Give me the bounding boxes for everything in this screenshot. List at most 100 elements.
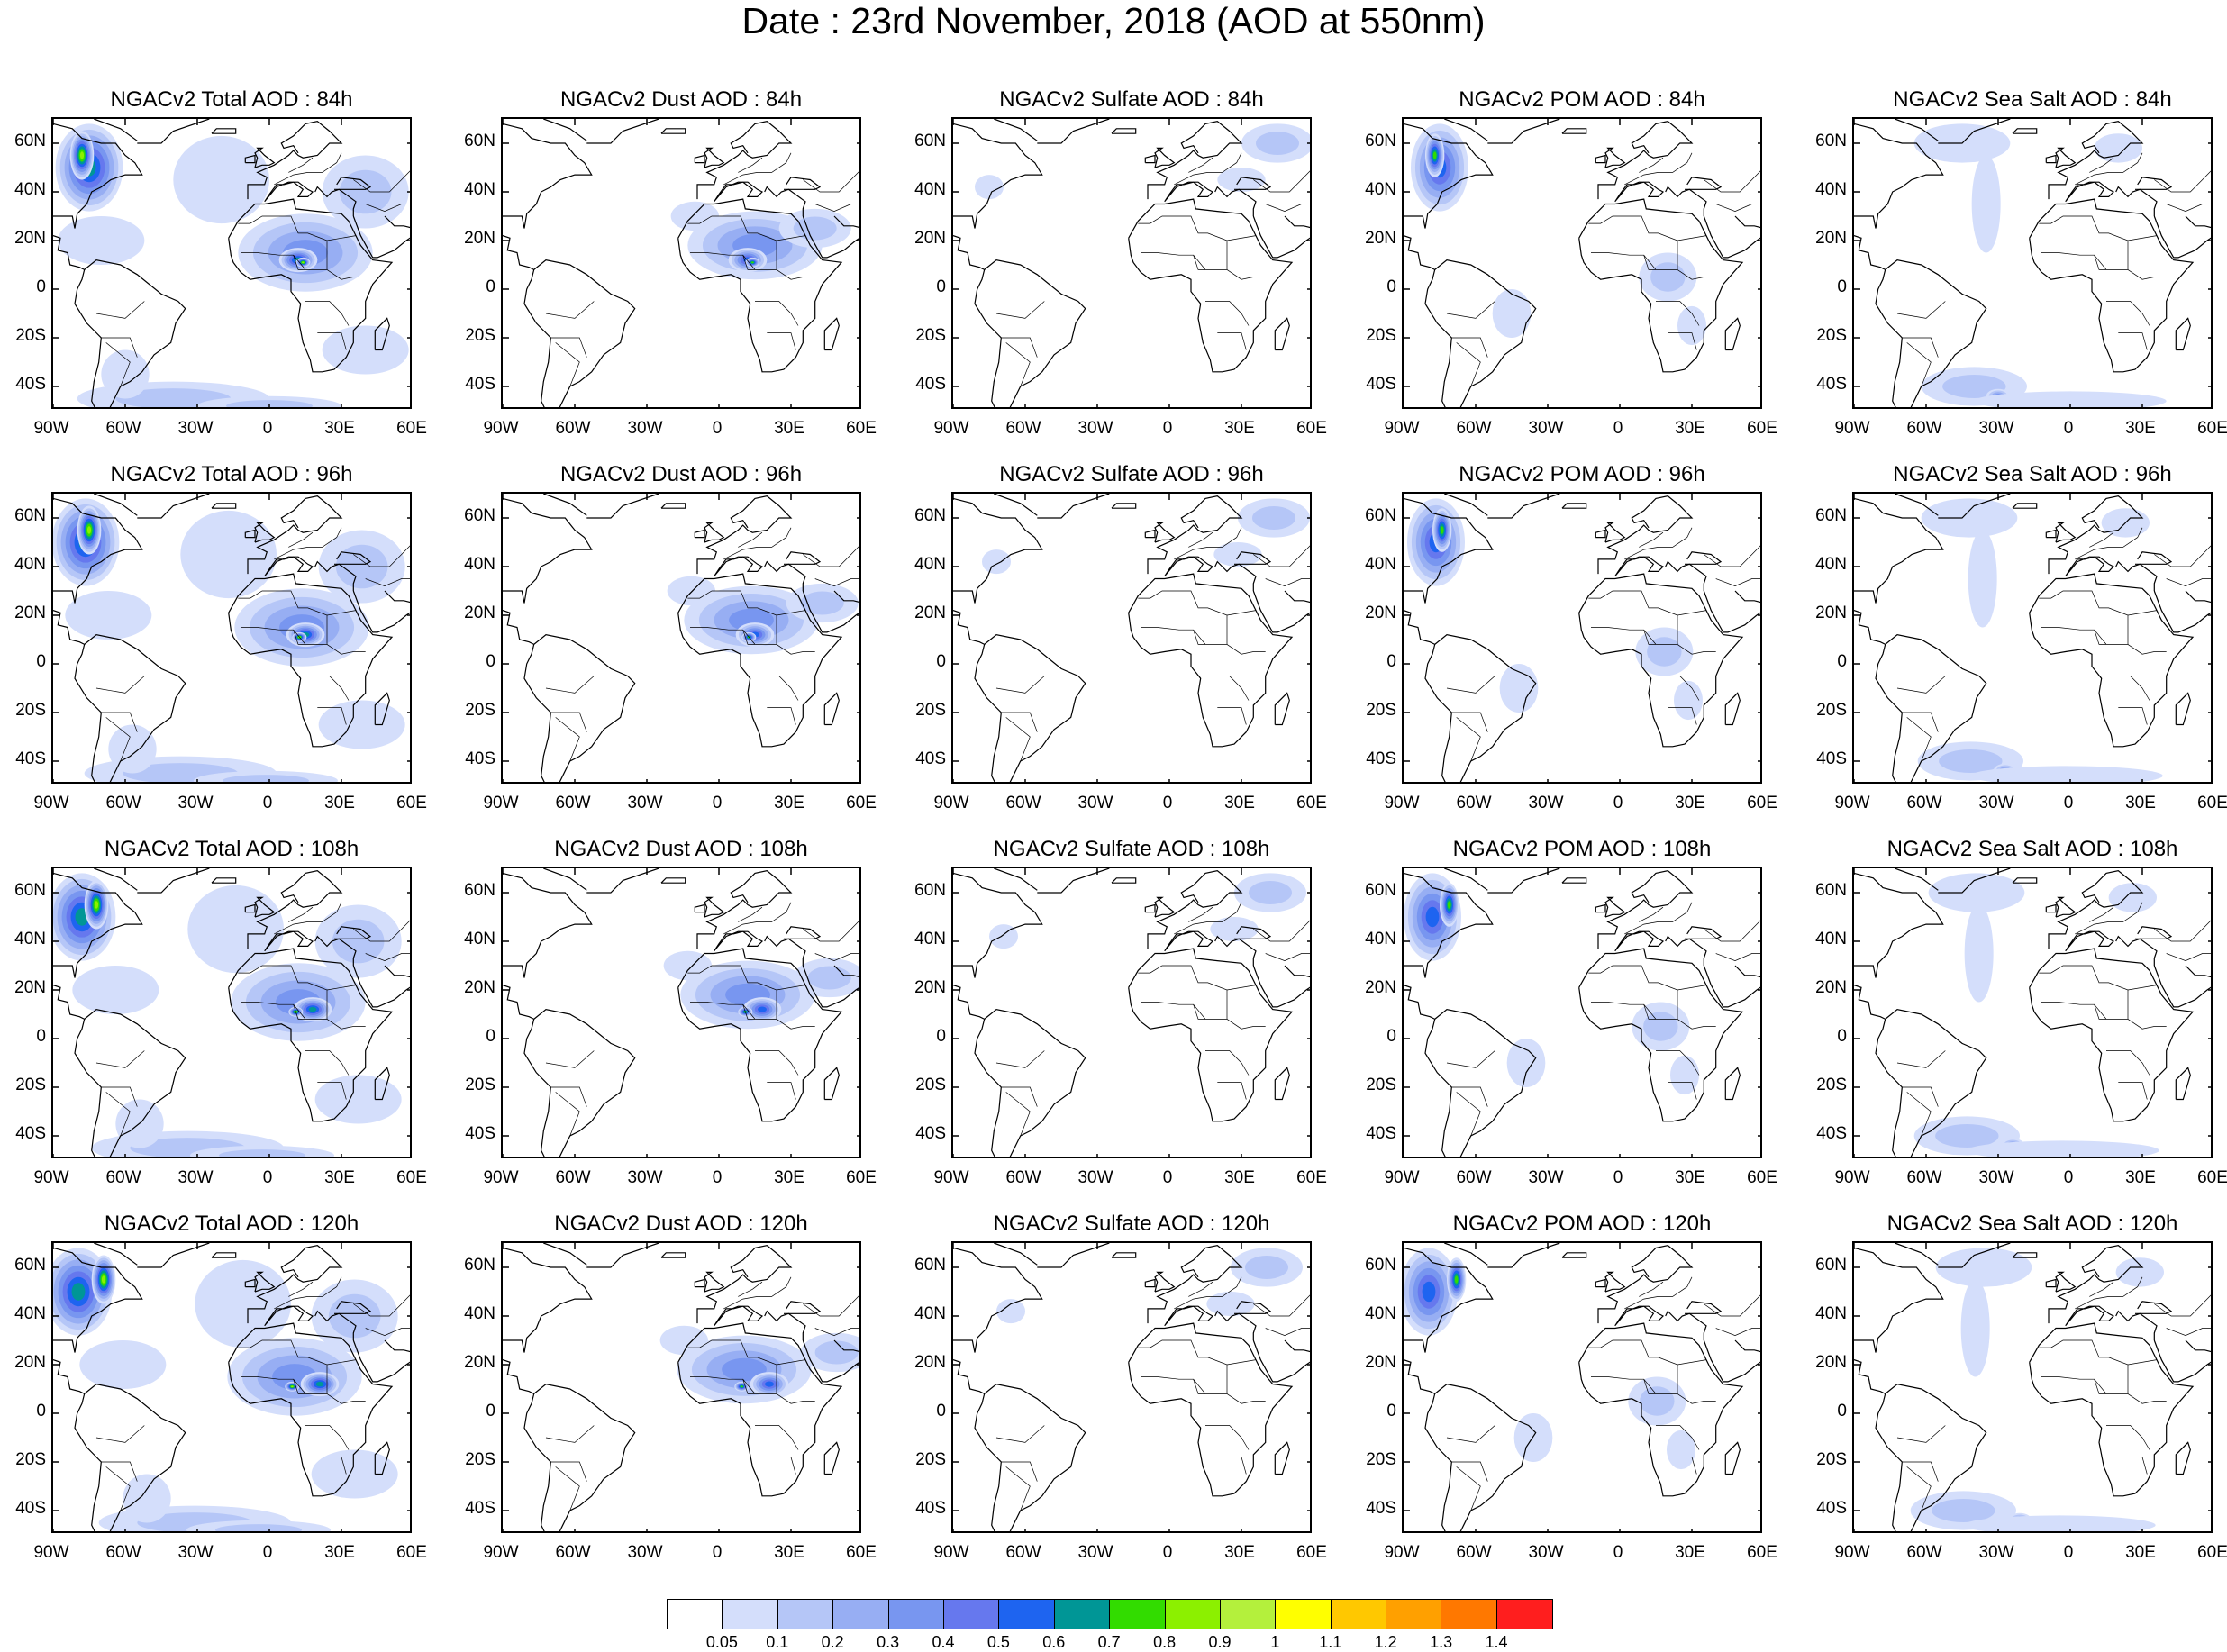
- coastline: [1854, 1247, 1944, 1353]
- lon-tick-label: 60E: [1296, 1168, 1327, 1187]
- country-border: [1188, 906, 1213, 922]
- country-border: [1226, 1393, 1266, 1404]
- map-plot: [1404, 1243, 1760, 1531]
- aod-contour: [1447, 901, 1451, 909]
- lon-tick-label: 30W: [1978, 794, 2014, 812]
- coastline: [1614, 181, 1665, 203]
- lat-tick-label: 60N: [14, 881, 46, 900]
- aod-contour: [1967, 1140, 2159, 1157]
- coastline: [714, 930, 764, 952]
- lat-tick-label: 20S: [15, 1450, 46, 1469]
- aod-contour: [1492, 289, 1532, 338]
- coastline: [1164, 1305, 1214, 1327]
- coastline: [2065, 930, 2115, 952]
- coastline: [1578, 198, 1744, 373]
- lon-tick-label: 30W: [627, 419, 663, 438]
- coastline: [1561, 128, 1587, 134]
- coastline: [1595, 154, 1606, 164]
- coastline: [1147, 495, 1243, 575]
- lat-tick-label: 40N: [1365, 930, 1396, 949]
- coastline: [247, 495, 343, 575]
- map-panel-dust: [501, 117, 861, 409]
- coastline: [94, 119, 138, 141]
- coastline: [1234, 1301, 1272, 1314]
- lon-tick-label: 90W: [1384, 1543, 1420, 1562]
- colorbar-label: 0.2: [821, 1633, 844, 1651]
- coastline: [704, 896, 725, 918]
- coastline: [244, 903, 256, 913]
- coastline: [1164, 181, 1214, 203]
- coastline: [53, 610, 85, 645]
- colorbar: [667, 1599, 1554, 1629]
- country-border: [1677, 1393, 1716, 1404]
- country-border: [1896, 676, 1946, 694]
- coastline: [2153, 1339, 2211, 1383]
- country-border: [274, 152, 342, 186]
- colorbar-swatch: [833, 1600, 889, 1629]
- country-border: [305, 1050, 350, 1076]
- lat-tick-label: 40N: [1365, 555, 1396, 574]
- coastline: [74, 633, 186, 782]
- map-plot: [503, 1243, 859, 1531]
- aod-contour: [219, 1149, 305, 1157]
- lat-tick-label: 0: [486, 277, 495, 296]
- lon-tick-label: 60E: [396, 1168, 427, 1187]
- lat-tick-label: 0: [1386, 277, 1396, 296]
- coastline: [953, 123, 1043, 229]
- country-border: [738, 531, 763, 548]
- lat-tick-label: 40N: [1815, 1304, 1847, 1323]
- lon-tick-label: 90W: [1384, 419, 1420, 438]
- country-border: [317, 332, 347, 350]
- coastline: [247, 1245, 343, 1324]
- coastline: [2115, 186, 2158, 216]
- lon-tick-label: 60E: [2197, 794, 2227, 812]
- lon-tick-label: 60E: [1296, 1543, 1327, 1562]
- coastline: [244, 1278, 256, 1288]
- lat-tick-label: 20S: [465, 701, 495, 720]
- country-border: [1217, 1082, 1247, 1100]
- country-border: [1906, 1466, 1932, 1511]
- lon-tick-label: 60W: [555, 1168, 591, 1187]
- colorbar-swatch: [668, 1600, 723, 1629]
- map-panel-seasalt: [1852, 492, 2213, 784]
- coastline: [1875, 259, 1987, 407]
- coastline: [1614, 1305, 1665, 1327]
- lon-tick-label: 90W: [483, 794, 519, 812]
- country-border: [1005, 717, 1031, 762]
- coastline: [1604, 147, 1626, 168]
- coastline: [994, 1243, 1038, 1266]
- coastline: [1895, 119, 1939, 141]
- lon-tick-label: 30W: [627, 1168, 663, 1187]
- lat-tick-label: 20N: [464, 604, 495, 622]
- coastline: [264, 930, 314, 952]
- country-border: [1226, 610, 1257, 616]
- lat-tick-label: 20N: [464, 978, 495, 997]
- lon-tick-label: 60E: [396, 419, 427, 438]
- coastline: [211, 128, 237, 134]
- coastline: [2045, 903, 2057, 913]
- country-border: [1906, 717, 1932, 762]
- coastline: [2185, 965, 2211, 978]
- country-border: [1446, 301, 1495, 319]
- panel-title: NGACv2 POM AOD : 108h: [1452, 837, 1712, 861]
- coastline: [2029, 948, 2195, 1122]
- coastline: [1147, 1245, 1243, 1324]
- aod-contour: [1960, 1279, 1990, 1377]
- coastline: [1597, 1245, 1694, 1324]
- country-border: [288, 531, 314, 548]
- lat-tick-label: 40S: [915, 1499, 946, 1518]
- coastline: [1404, 123, 1494, 229]
- lat-tick-label: 0: [36, 277, 46, 296]
- panel-title: NGACv2 Sea Salt AOD : 84h: [1893, 87, 2172, 112]
- country-border: [1265, 1328, 1310, 1336]
- coastline: [254, 1271, 276, 1293]
- coastline: [1597, 495, 1694, 575]
- country-border: [1451, 712, 1488, 732]
- colorbar-label: 1.2: [1374, 1633, 1397, 1651]
- coastline: [2065, 181, 2115, 203]
- lat-tick-label: 60N: [1815, 506, 1847, 525]
- coastline: [974, 633, 1086, 782]
- lat-tick-label: 0: [486, 1402, 495, 1421]
- coastline: [694, 903, 705, 913]
- coastline: [802, 965, 859, 1008]
